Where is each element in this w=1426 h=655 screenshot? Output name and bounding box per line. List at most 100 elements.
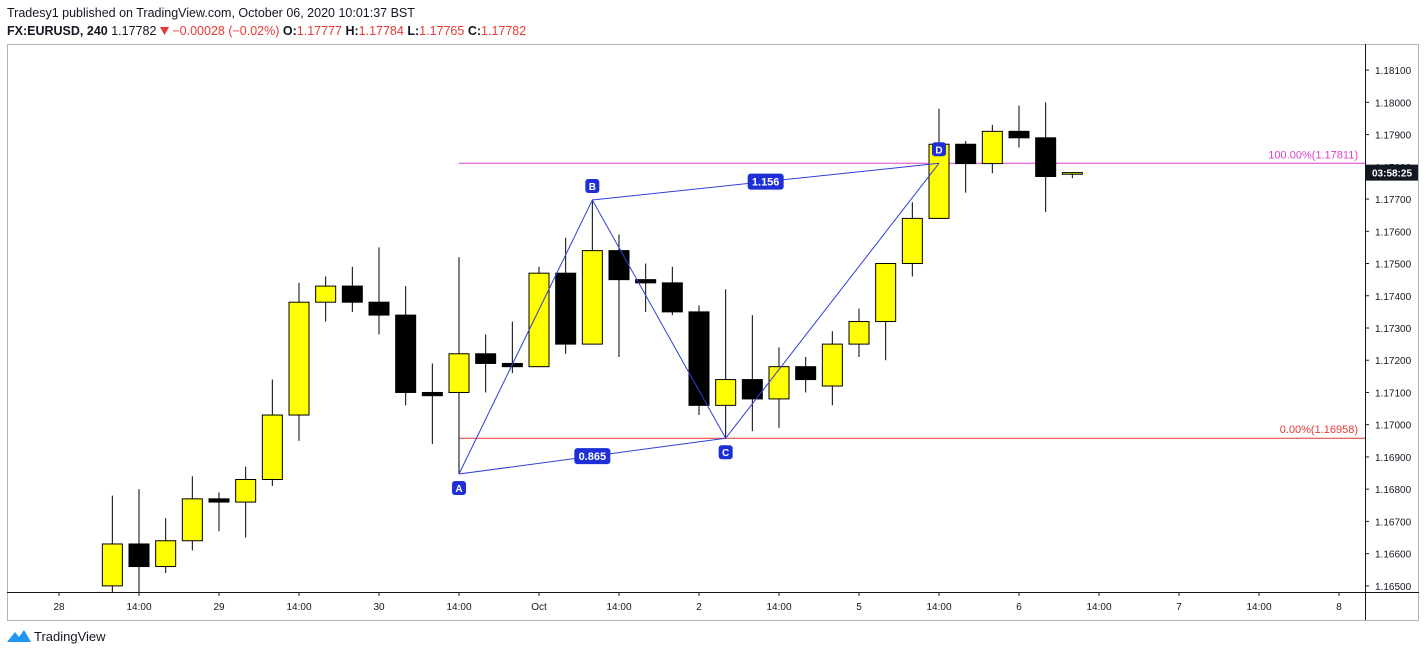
candle-body bbox=[581, 250, 603, 345]
y-tick-label: 1.16800 bbox=[1375, 485, 1412, 496]
candle-body bbox=[341, 285, 363, 303]
x-tick-label: 14:00 bbox=[1086, 602, 1111, 613]
ratio-box bbox=[747, 173, 784, 190]
last-price: 1.17782 bbox=[111, 24, 157, 38]
x-tick-label: 14:00 bbox=[126, 602, 151, 613]
ratio-label: 0.865 bbox=[579, 451, 607, 463]
candle-body bbox=[875, 263, 897, 323]
candle-body bbox=[368, 301, 390, 316]
ohlc-label: C: bbox=[467, 24, 482, 38]
x-tick-label: 14:00 bbox=[766, 602, 791, 613]
candle-body bbox=[1061, 172, 1083, 175]
candle-body bbox=[768, 366, 790, 400]
candle-body bbox=[155, 540, 177, 568]
candle-body bbox=[288, 301, 310, 416]
ohlc-label: O: bbox=[282, 24, 297, 38]
x-tick-label: 2 bbox=[696, 602, 702, 613]
y-tick-label: 1.17400 bbox=[1375, 292, 1412, 303]
logo bbox=[7, 630, 31, 642]
x-tick-label: 8 bbox=[1336, 602, 1342, 613]
x-tick-label: 30 bbox=[373, 602, 385, 613]
x-tick-label: 7 bbox=[1176, 602, 1182, 613]
candle-body bbox=[608, 250, 630, 281]
x-tick-label: 14:00 bbox=[926, 602, 951, 613]
frame bbox=[7, 44, 1419, 621]
point-box bbox=[718, 445, 733, 460]
candle-body bbox=[315, 285, 337, 303]
point-label: D bbox=[935, 145, 942, 156]
brand: TradingView bbox=[34, 629, 106, 644]
y-tick-label: 1.17900 bbox=[1375, 131, 1412, 142]
y-tick-label: 1.17000 bbox=[1375, 421, 1412, 432]
y-tick-label: 1.17200 bbox=[1375, 356, 1412, 367]
header: Tradesy1 published on TradingView.com, O… bbox=[7, 4, 526, 40]
change: −0.00028 (−0.02%) bbox=[172, 24, 280, 38]
candle-body bbox=[1008, 130, 1030, 139]
candle-body bbox=[981, 130, 1003, 165]
ratio-box bbox=[574, 448, 611, 465]
down-arrow bbox=[159, 27, 169, 35]
point-box bbox=[585, 179, 600, 194]
ohlc-value: 1.17784 bbox=[358, 24, 404, 38]
x-tick-label: 5 bbox=[856, 602, 862, 613]
x-tick-label: 29 bbox=[213, 602, 225, 613]
point-label: A bbox=[455, 484, 462, 495]
point-box bbox=[452, 481, 466, 496]
point-label: B bbox=[589, 182, 596, 193]
candle-body bbox=[795, 366, 817, 381]
y-tick-label: 1.17300 bbox=[1375, 324, 1412, 335]
candle-body bbox=[128, 543, 150, 568]
y-tick-label: 1.16900 bbox=[1375, 453, 1412, 464]
point-box bbox=[932, 142, 946, 157]
level-label: 0.00%(1.16958) bbox=[1280, 424, 1358, 436]
published-line: Tradesy1 published on TradingView.com, O… bbox=[7, 6, 415, 20]
countdown-tag bbox=[1366, 164, 1418, 181]
y-tick-label: 1.18000 bbox=[1375, 98, 1412, 109]
candle-body bbox=[395, 314, 417, 393]
candle-body bbox=[235, 478, 257, 503]
candle-body bbox=[715, 379, 737, 406]
x-tick-label: 28 bbox=[53, 602, 65, 613]
candle-body bbox=[448, 353, 470, 393]
ohlc: O:1.17777 H:1.17784 L:1.17765 C:1.17782 bbox=[283, 24, 526, 38]
plot-area bbox=[101, 102, 1365, 592]
candle-body bbox=[208, 498, 230, 503]
y-tick-label: 1.17600 bbox=[1375, 227, 1412, 238]
candle-body bbox=[261, 414, 283, 480]
y-tick-label: 1.16600 bbox=[1375, 550, 1412, 561]
candle-body bbox=[821, 343, 843, 387]
countdown: 03:58:25 bbox=[1372, 169, 1412, 180]
candle-body bbox=[635, 279, 657, 284]
point-label: C bbox=[722, 448, 729, 459]
x-tick-label: Oct bbox=[531, 602, 547, 613]
candle-body bbox=[555, 272, 577, 345]
candle-body bbox=[901, 217, 923, 265]
y-tick-label: 1.18100 bbox=[1375, 66, 1412, 77]
candle-body bbox=[661, 282, 683, 313]
ohlc-value: 1.17782 bbox=[481, 24, 527, 38]
ohlc-label: L: bbox=[407, 24, 420, 38]
x-tick-label: 14:00 bbox=[606, 602, 631, 613]
candle-body bbox=[528, 272, 550, 368]
symbol-line: FX:EURUSD, 240 1.17782 −0.00028 (−0.02%)… bbox=[7, 22, 526, 40]
x-tick-label: 6 bbox=[1016, 602, 1022, 613]
candle-body bbox=[848, 321, 870, 345]
ohlc-value: 1.17765 bbox=[419, 24, 465, 38]
level-label: 100.00%(1.17811) bbox=[1268, 149, 1358, 161]
candle-body bbox=[1035, 137, 1057, 177]
y-tick-label: 1.17100 bbox=[1375, 388, 1412, 399]
x-tick-label: 14:00 bbox=[1246, 602, 1271, 613]
ohlc-label: H: bbox=[345, 24, 359, 38]
y-tick-label: 1.16500 bbox=[1375, 582, 1412, 593]
candle-body bbox=[955, 143, 977, 165]
candle-body bbox=[741, 379, 763, 400]
candle-body bbox=[475, 353, 497, 364]
ohlc-value: 1.17777 bbox=[296, 24, 342, 38]
pattern-line bbox=[458, 162, 940, 475]
y-tick-label: 1.17700 bbox=[1375, 195, 1412, 206]
candle-body bbox=[421, 391, 443, 397]
y-tick-label: 1.16700 bbox=[1375, 517, 1412, 528]
x-tick-label: 14:00 bbox=[286, 602, 311, 613]
